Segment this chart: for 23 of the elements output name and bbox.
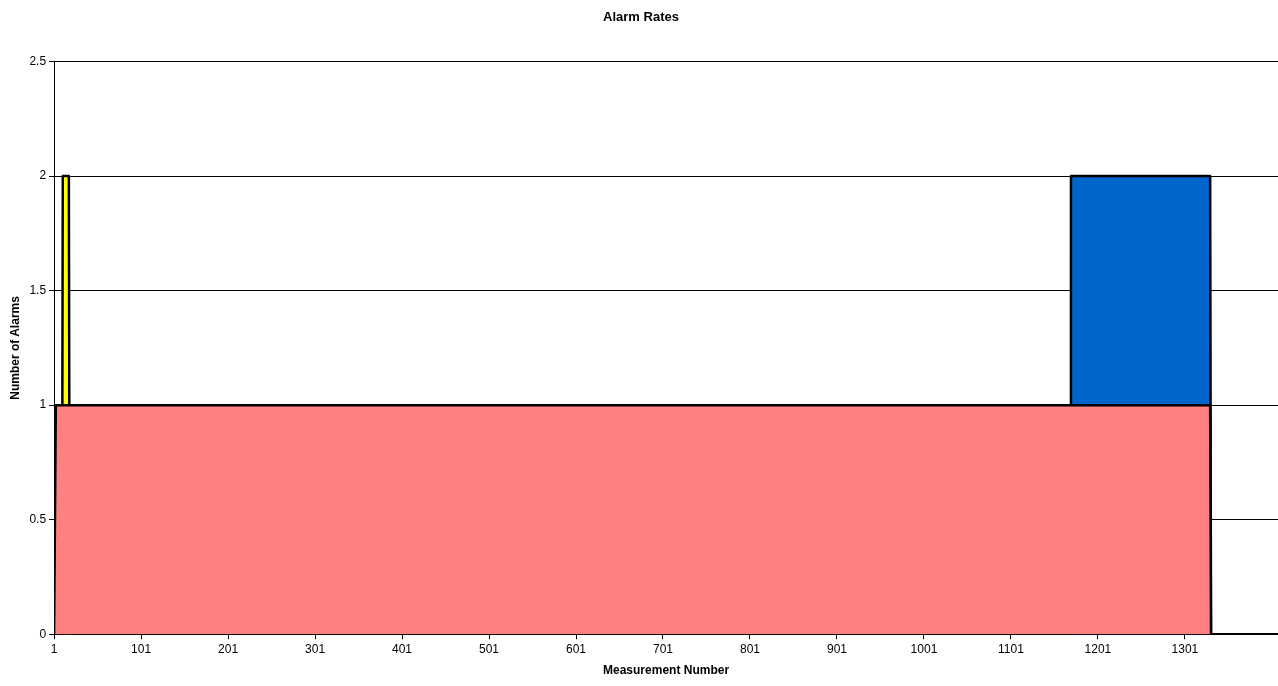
x-tick-label: 201 xyxy=(218,641,239,656)
x-tick-label: 801 xyxy=(739,641,761,656)
y-tick-label: 1 xyxy=(39,397,47,412)
x-tick-label: 1 xyxy=(50,641,58,656)
y-axis-title: Number of Alarms xyxy=(7,295,22,400)
x-tick-label: 501 xyxy=(479,641,500,656)
chart-title: Alarm Rates xyxy=(603,9,679,25)
x-tick-label: 701 xyxy=(652,641,674,656)
x-tick-label: 901 xyxy=(826,641,848,656)
x-tick-label: 1301 xyxy=(1171,641,1199,656)
y-tick-label: 0 xyxy=(39,626,47,641)
x-tick-label: 1001 xyxy=(910,641,938,656)
x-tick-label: 1101 xyxy=(998,641,1025,656)
y-tick-label: 2 xyxy=(39,168,47,183)
x-axis-title: Measurement Number xyxy=(603,663,730,678)
x-tick-label: 601 xyxy=(565,641,587,656)
x-tick-label: 401 xyxy=(392,641,413,656)
x-tick-label: 1201 xyxy=(1084,641,1112,656)
x-tick-label: 101 xyxy=(131,641,152,656)
x-tick-label: 301 xyxy=(305,641,326,656)
y-tick-label: 0.5 xyxy=(29,511,47,526)
y-tick-label: 2.5 xyxy=(29,53,47,68)
y-tick-label: 1.5 xyxy=(29,282,47,297)
